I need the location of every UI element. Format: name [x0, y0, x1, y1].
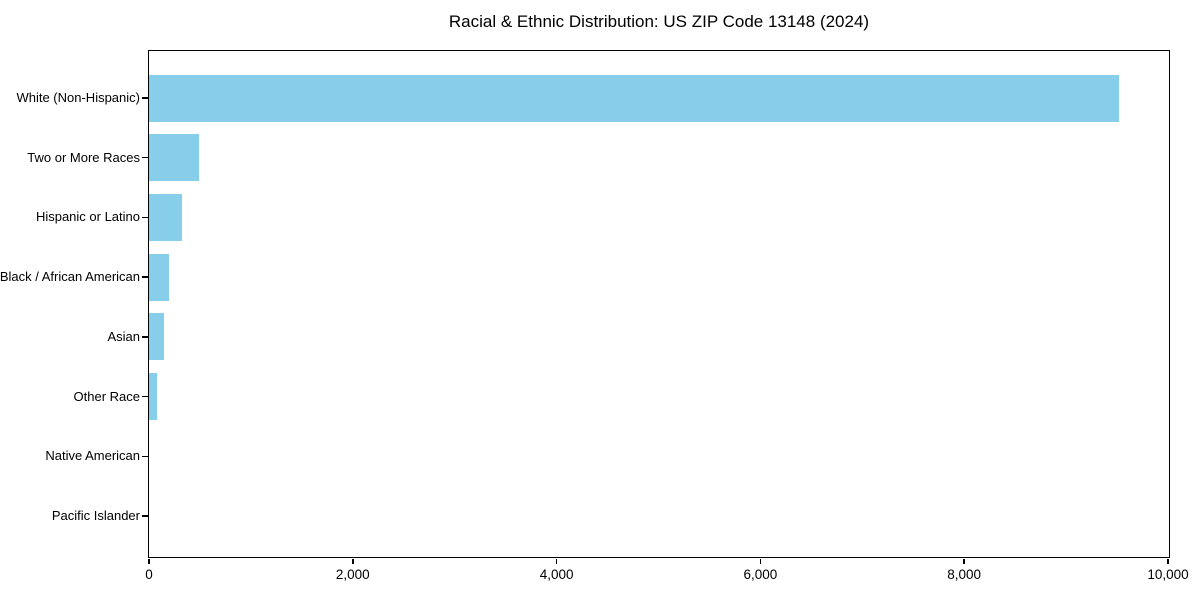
- y-tick: [141, 156, 148, 159]
- y-tick: [141, 216, 148, 219]
- y-axis-label: Two or More Races: [27, 149, 140, 165]
- bar: [149, 193, 182, 241]
- y-tick: [141, 276, 148, 278]
- y-axis-label: Asian: [107, 328, 140, 344]
- x-tick-label: 4,000: [539, 567, 574, 582]
- x-tick-label: 6,000: [743, 567, 778, 582]
- x-tick: [759, 558, 762, 564]
- y-tick: [141, 455, 148, 458]
- y-tick: [141, 395, 148, 398]
- y-tick: [141, 336, 148, 338]
- y-tick: [141, 515, 148, 517]
- y-axis-label: White (Non-Hispanic): [16, 90, 140, 105]
- x-tick-label: 0: [145, 567, 153, 582]
- bar: [149, 74, 1120, 122]
- x-tick: [555, 558, 558, 564]
- x-tick: [963, 558, 965, 564]
- bar: [149, 253, 170, 301]
- x-tick: [1167, 558, 1169, 564]
- bar: [149, 373, 158, 421]
- chart-title: Racial & Ethnic Distribution: US ZIP Cod…: [448, 12, 870, 31]
- y-axis-label: Native American: [45, 448, 140, 464]
- x-tick-label: 10,000: [1147, 567, 1189, 582]
- y-axis-label: Black / African American: [0, 269, 140, 285]
- y-axis-label: Hispanic or Latino: [35, 209, 140, 225]
- x-tick: [148, 558, 150, 564]
- x-tick: [352, 558, 354, 564]
- bar: [149, 134, 199, 182]
- y-axis-label: Pacific Islander: [51, 508, 140, 523]
- plot-area: White (Non-Hispanic) Two or More Races His…: [0, 50, 1189, 582]
- y-tick: [141, 97, 148, 99]
- x-tick-label: 8,000: [947, 567, 982, 582]
- bar: [149, 313, 164, 361]
- y-axis-label: Other Race: [73, 388, 140, 404]
- x-tick-label: 2,000: [335, 567, 370, 582]
